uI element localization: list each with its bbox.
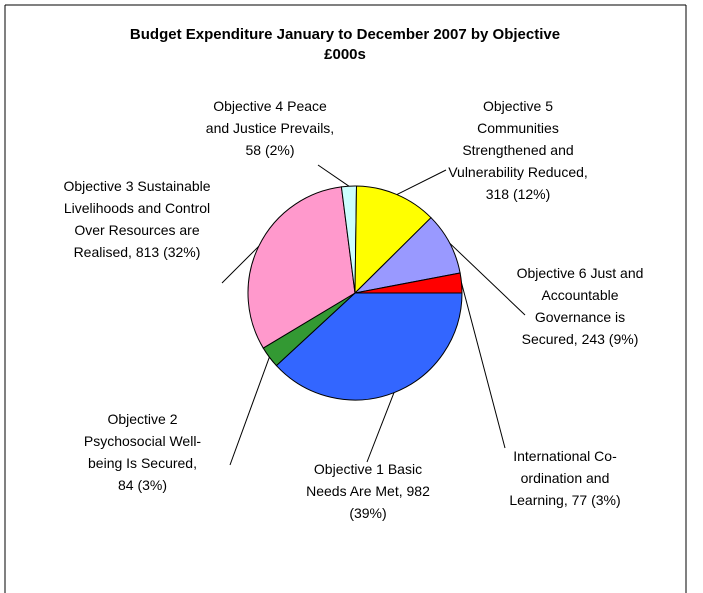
slice-label: Objective 4 Peace and Justice Prevails, … <box>205 95 335 161</box>
leader-line <box>317 164 350 187</box>
leader-line <box>366 392 395 463</box>
slice-name: Objective 3 Sustainable Livelihoods and … <box>63 178 211 260</box>
slice-name: Objective 5 Communities Strengthened and… <box>448 98 588 180</box>
slice-value: 982 (39%) <box>349 483 430 521</box>
slice-name: Objective 2 Psychosocial Well-being Is S… <box>83 411 202 471</box>
slice-value: 813 (32%) <box>135 244 201 260</box>
pie-slice <box>354 185 432 295</box>
slice-value: 318 (12%) <box>485 186 551 202</box>
slice-label: International Co-ordination and Learning… <box>500 445 630 511</box>
slice-label: Objective 3 Sustainable Livelihoods and … <box>62 175 212 263</box>
slice-value: 243 (9%) <box>581 331 639 347</box>
chart-subtitle: £000s <box>324 46 366 63</box>
slice-value: 77 (3%) <box>571 492 621 508</box>
slice-label: Objective 5 Communities Strengthened and… <box>448 95 588 205</box>
slice-name: International Co-ordination and Learning… <box>509 448 617 508</box>
slice-value: 58 (2%) <box>245 142 295 158</box>
leader-line <box>396 169 447 195</box>
slice-label: Objective 2 Psychosocial Well-being Is S… <box>80 408 205 496</box>
pie-slice <box>354 272 463 294</box>
pie-slice <box>247 186 356 349</box>
leader-line <box>229 356 270 466</box>
leader-line <box>221 245 260 284</box>
leader-line <box>461 282 506 449</box>
leader-line <box>449 242 526 316</box>
slice-value: 84 (3%) <box>117 477 168 493</box>
slice-name: Objective 4 Peace and Justice Prevails, <box>205 98 335 136</box>
pie-slice <box>275 292 463 401</box>
slice-name: Objective 6 Just and Accountable Governa… <box>516 265 644 347</box>
slice-label: Objective 1 Basic Needs Are Met, 982 (39… <box>293 458 443 524</box>
slice-name: Objective 1 Basic Needs Are Met, <box>306 461 423 499</box>
slice-label: Objective 6 Just and Accountable Governa… <box>510 262 650 350</box>
chart-title: Budget Expenditure January to December 2… <box>129 26 561 43</box>
